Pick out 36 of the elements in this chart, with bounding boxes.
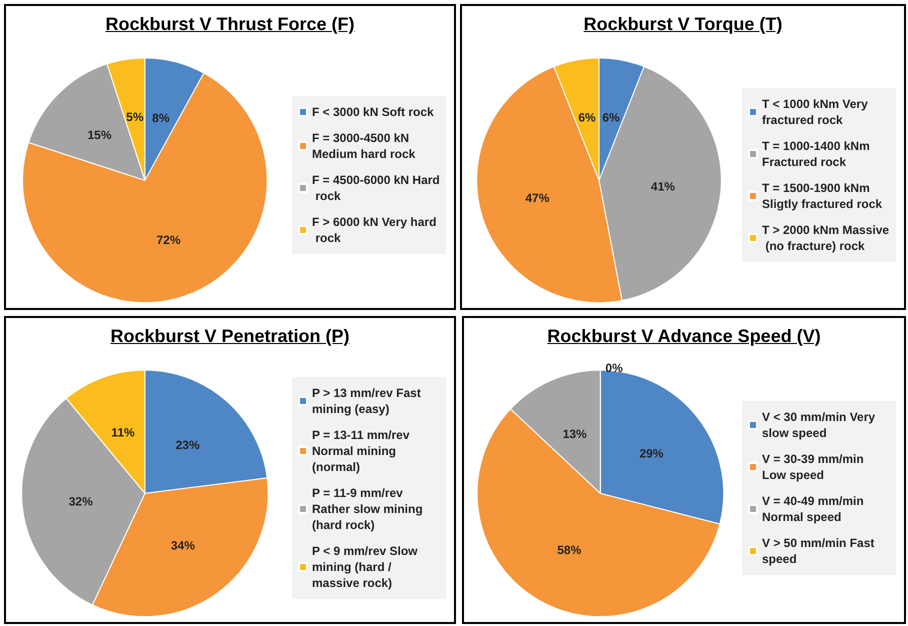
chart-title: Rockburst V Penetration (P) [109,326,351,347]
legend-label: T > 2000 kNm Massive (no fracture) rock [762,223,890,253]
legend-label: P > 13 mm/rev Fast mining (easy) [312,386,424,416]
chart-title: Rockburst V Advance Speed (V) [546,326,822,347]
legend-label: F < 3000 kN Soft rock [312,105,434,119]
legend-label: F = 3000-4500 kN Medium hard rock [312,131,416,161]
data-label: 32% [68,494,94,508]
data-label: 72% [156,232,181,247]
legend-label: T < 1000 kNm Very fractured rock [762,97,872,127]
legend-label: P = 13-11 mm/rev Normal mining (normal) [312,428,413,474]
data-label: 11% [111,426,135,440]
legend-label: T = 1000-1400 kNm Fractured rock [762,139,874,169]
legend-label: V = 30-39 mm/min Low speed [762,452,868,482]
legend-label: T = 1500-1900 kNm Sligtly fractured rock [762,181,882,211]
data-label: 13% [562,427,588,442]
legend-label: V > 50 mm/min Fast speed [762,536,878,566]
data-label: 34% [170,538,196,553]
legend-label: P < 9 mm/rev Slow mining (hard / massive rock) [312,544,421,590]
legend-label: P = 11-9 mm/rev Rather slow mining (hard rock) [312,486,426,532]
chart-title: Rockburst V Thrust Force (F) [104,14,356,35]
data-label: 6% [578,110,596,124]
data-label: 29% [639,446,664,461]
data-label: 8% [152,111,170,126]
data-label: 5% [126,110,144,124]
legend-label: F = 4500-6000 kN Hard rock [312,173,440,203]
data-label: 6% [602,110,620,124]
data-label: 58% [557,543,582,558]
legend-label: F > 6000 kN Very hard rock [312,215,436,245]
data-label: 41% [650,179,676,194]
chart-title: Rockburst V Torque (T) [582,14,784,35]
data-label: 47% [525,191,550,206]
text: 0% [605,361,623,376]
legend-label: V = 40-49 mm/min Normal speed [762,494,868,524]
legend-label: V < 30 mm/min Very slow speed [762,410,878,440]
data-label: 15% [87,128,112,142]
data-label: 23% [176,438,200,452]
